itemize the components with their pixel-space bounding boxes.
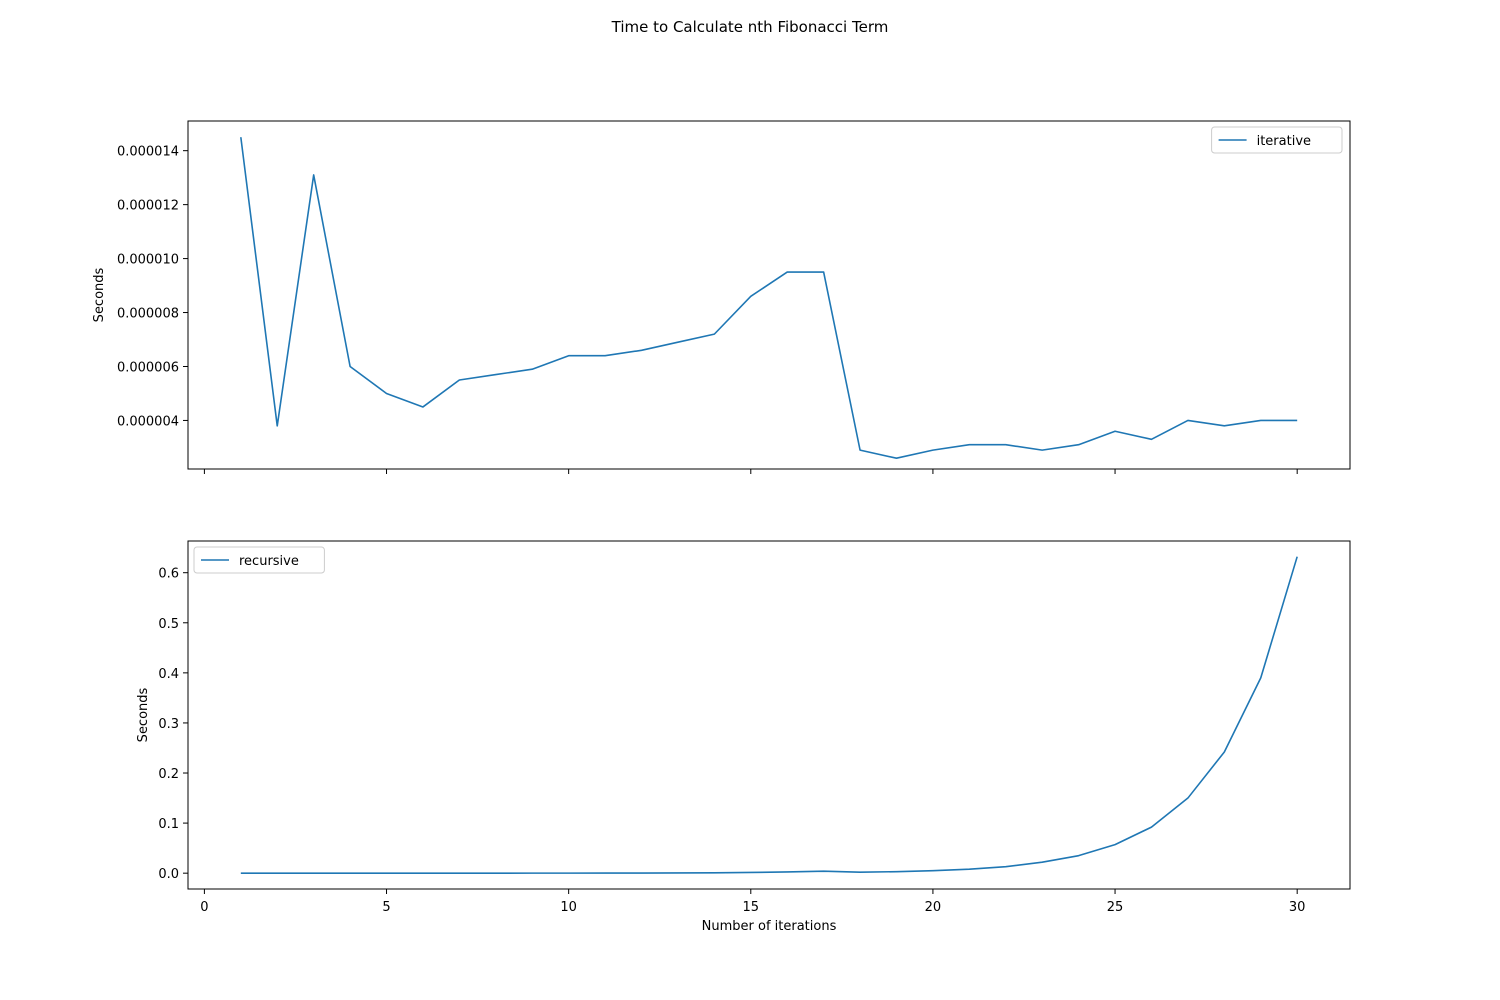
x-tick-label: 5 [382,900,390,915]
x-tick-label: 10 [560,900,577,915]
legend-box [193,546,325,574]
x-tick-label: 20 [925,900,942,915]
y-axis-label: Seconds [136,687,151,742]
figure-title: Time to Calculate nth Fibonacci Term [611,18,889,36]
y-tick-label: 0.000010 [117,253,179,268]
subplot-1: 0.000004 0.000006 0.000008 0.000010 0.000012… [92,120,1351,474]
plot-frame [187,120,1351,470]
x-tick-label: 15 [743,900,760,915]
charts: 0.000004 0.000006 0.000008 0.000010 0.000012… [92,120,1351,934]
series-line-iterative [240,137,1298,460]
legend: recursive [193,546,325,574]
y-tick-label: 0.000006 [117,360,179,375]
legend-box [1211,126,1343,154]
y-tick-label: 0.000012 [117,199,179,214]
y-axis-label: Seconds [92,267,107,322]
y-tick-label: 0.3 [158,717,179,732]
legend: iterative [1211,126,1343,154]
series-line-recursive [240,556,1298,874]
legend-label: recursive [239,554,299,569]
y-tick-label: 0.000008 [117,307,179,322]
y-tick-label: 0.000014 [117,145,179,160]
y-tick-label: 0.5 [158,617,179,632]
x-tick-label: 0 [200,900,208,915]
y-tick-label: 0.4 [158,667,179,682]
x-axis-label: Number of iterations [702,919,837,934]
y-tick-label: 0.6 [158,567,179,582]
x-tick-label: 30 [1289,900,1306,915]
y-tick-label: 0.1 [158,817,179,832]
subplot-2: 0 5 10 15 20 25 30 0.0 0.1 0.2 0.3 0.4 0.5 0.6 Seconds… [136,540,1351,934]
y-tick-label: 0.0 [158,867,179,882]
plot-frame [187,540,1351,890]
legend-label: iterative [1257,134,1311,149]
y-tick-label: 0.2 [158,767,179,782]
x-tick-label: 25 [1107,900,1124,915]
y-tick-label: 0.000004 [117,414,179,429]
